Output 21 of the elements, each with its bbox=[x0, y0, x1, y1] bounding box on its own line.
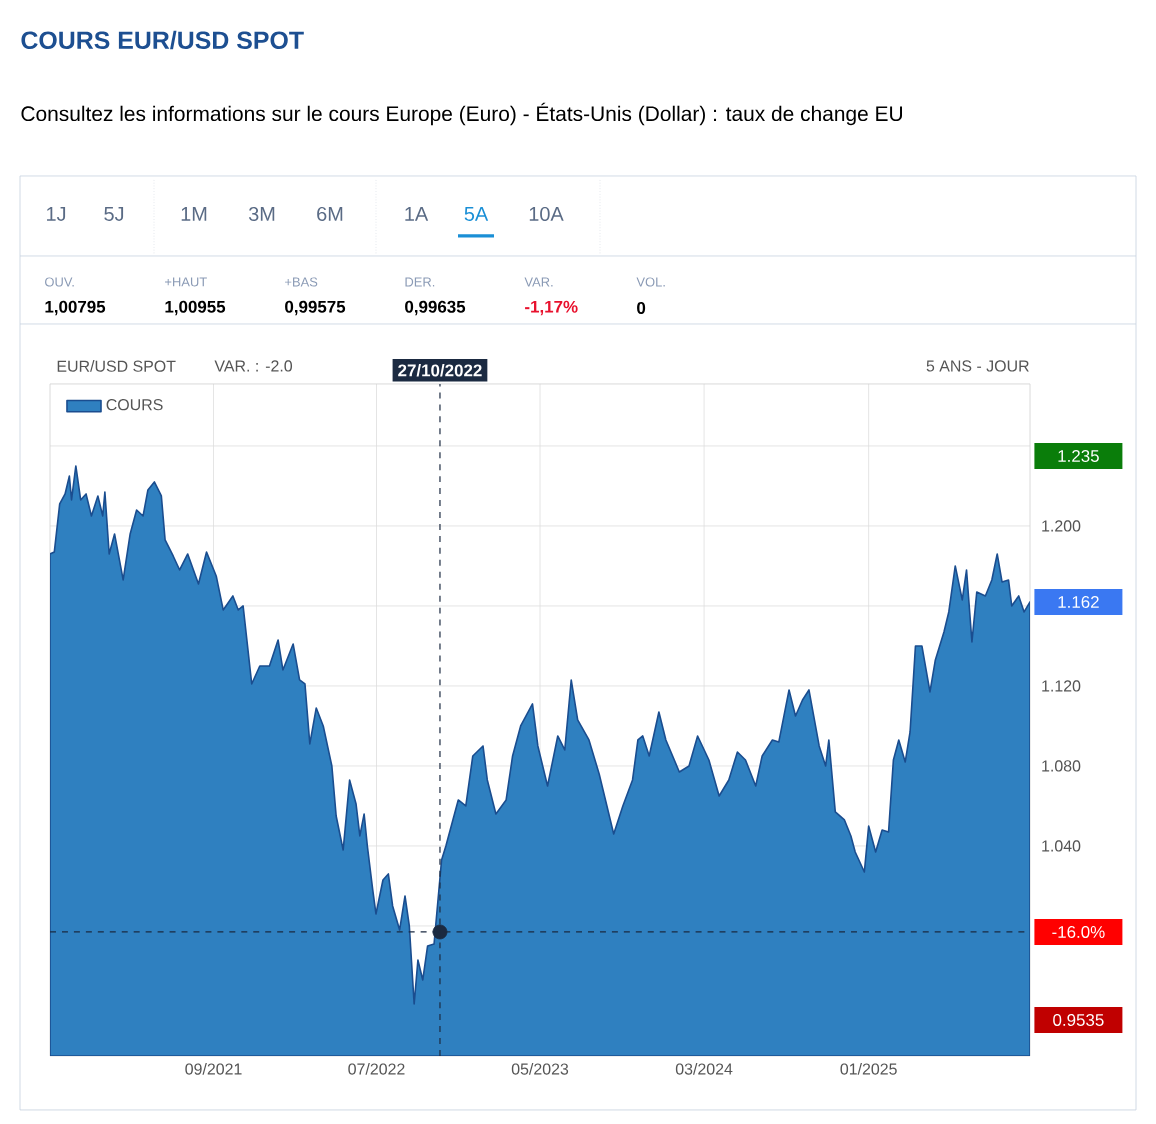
chart-title: COURS EUR/USD SPOT bbox=[21, 30, 304, 50]
text: 5A bbox=[464, 207, 489, 221]
text: 1,00795 bbox=[45, 300, 106, 316]
text: 0,99635 bbox=[405, 300, 466, 316]
text: 1.235 bbox=[1058, 449, 1099, 462]
text: -16.0% bbox=[1052, 925, 1105, 938]
text: 0.9535 bbox=[1053, 1013, 1104, 1026]
text: 1M bbox=[181, 207, 207, 221]
text: 1A bbox=[405, 207, 429, 221]
text: 0,99575 bbox=[285, 300, 346, 316]
text: 10A bbox=[529, 206, 564, 222]
ref-line-label: 27/10/2022 bbox=[398, 363, 482, 377]
text: 3M bbox=[248, 206, 275, 222]
text: 6M bbox=[317, 206, 343, 222]
text: 5J bbox=[104, 207, 124, 221]
text: -1,17% bbox=[525, 300, 578, 316]
text: 1.162 bbox=[1058, 595, 1099, 608]
text: 0 bbox=[637, 301, 646, 314]
text: 1,00955 bbox=[165, 300, 226, 316]
chart-subtitle: Consultez les informations sur le cours Europe (Euro) - États-Unis (Dollar) : taux de change EU bbox=[21, 102, 902, 126]
text: 1J bbox=[47, 207, 66, 221]
